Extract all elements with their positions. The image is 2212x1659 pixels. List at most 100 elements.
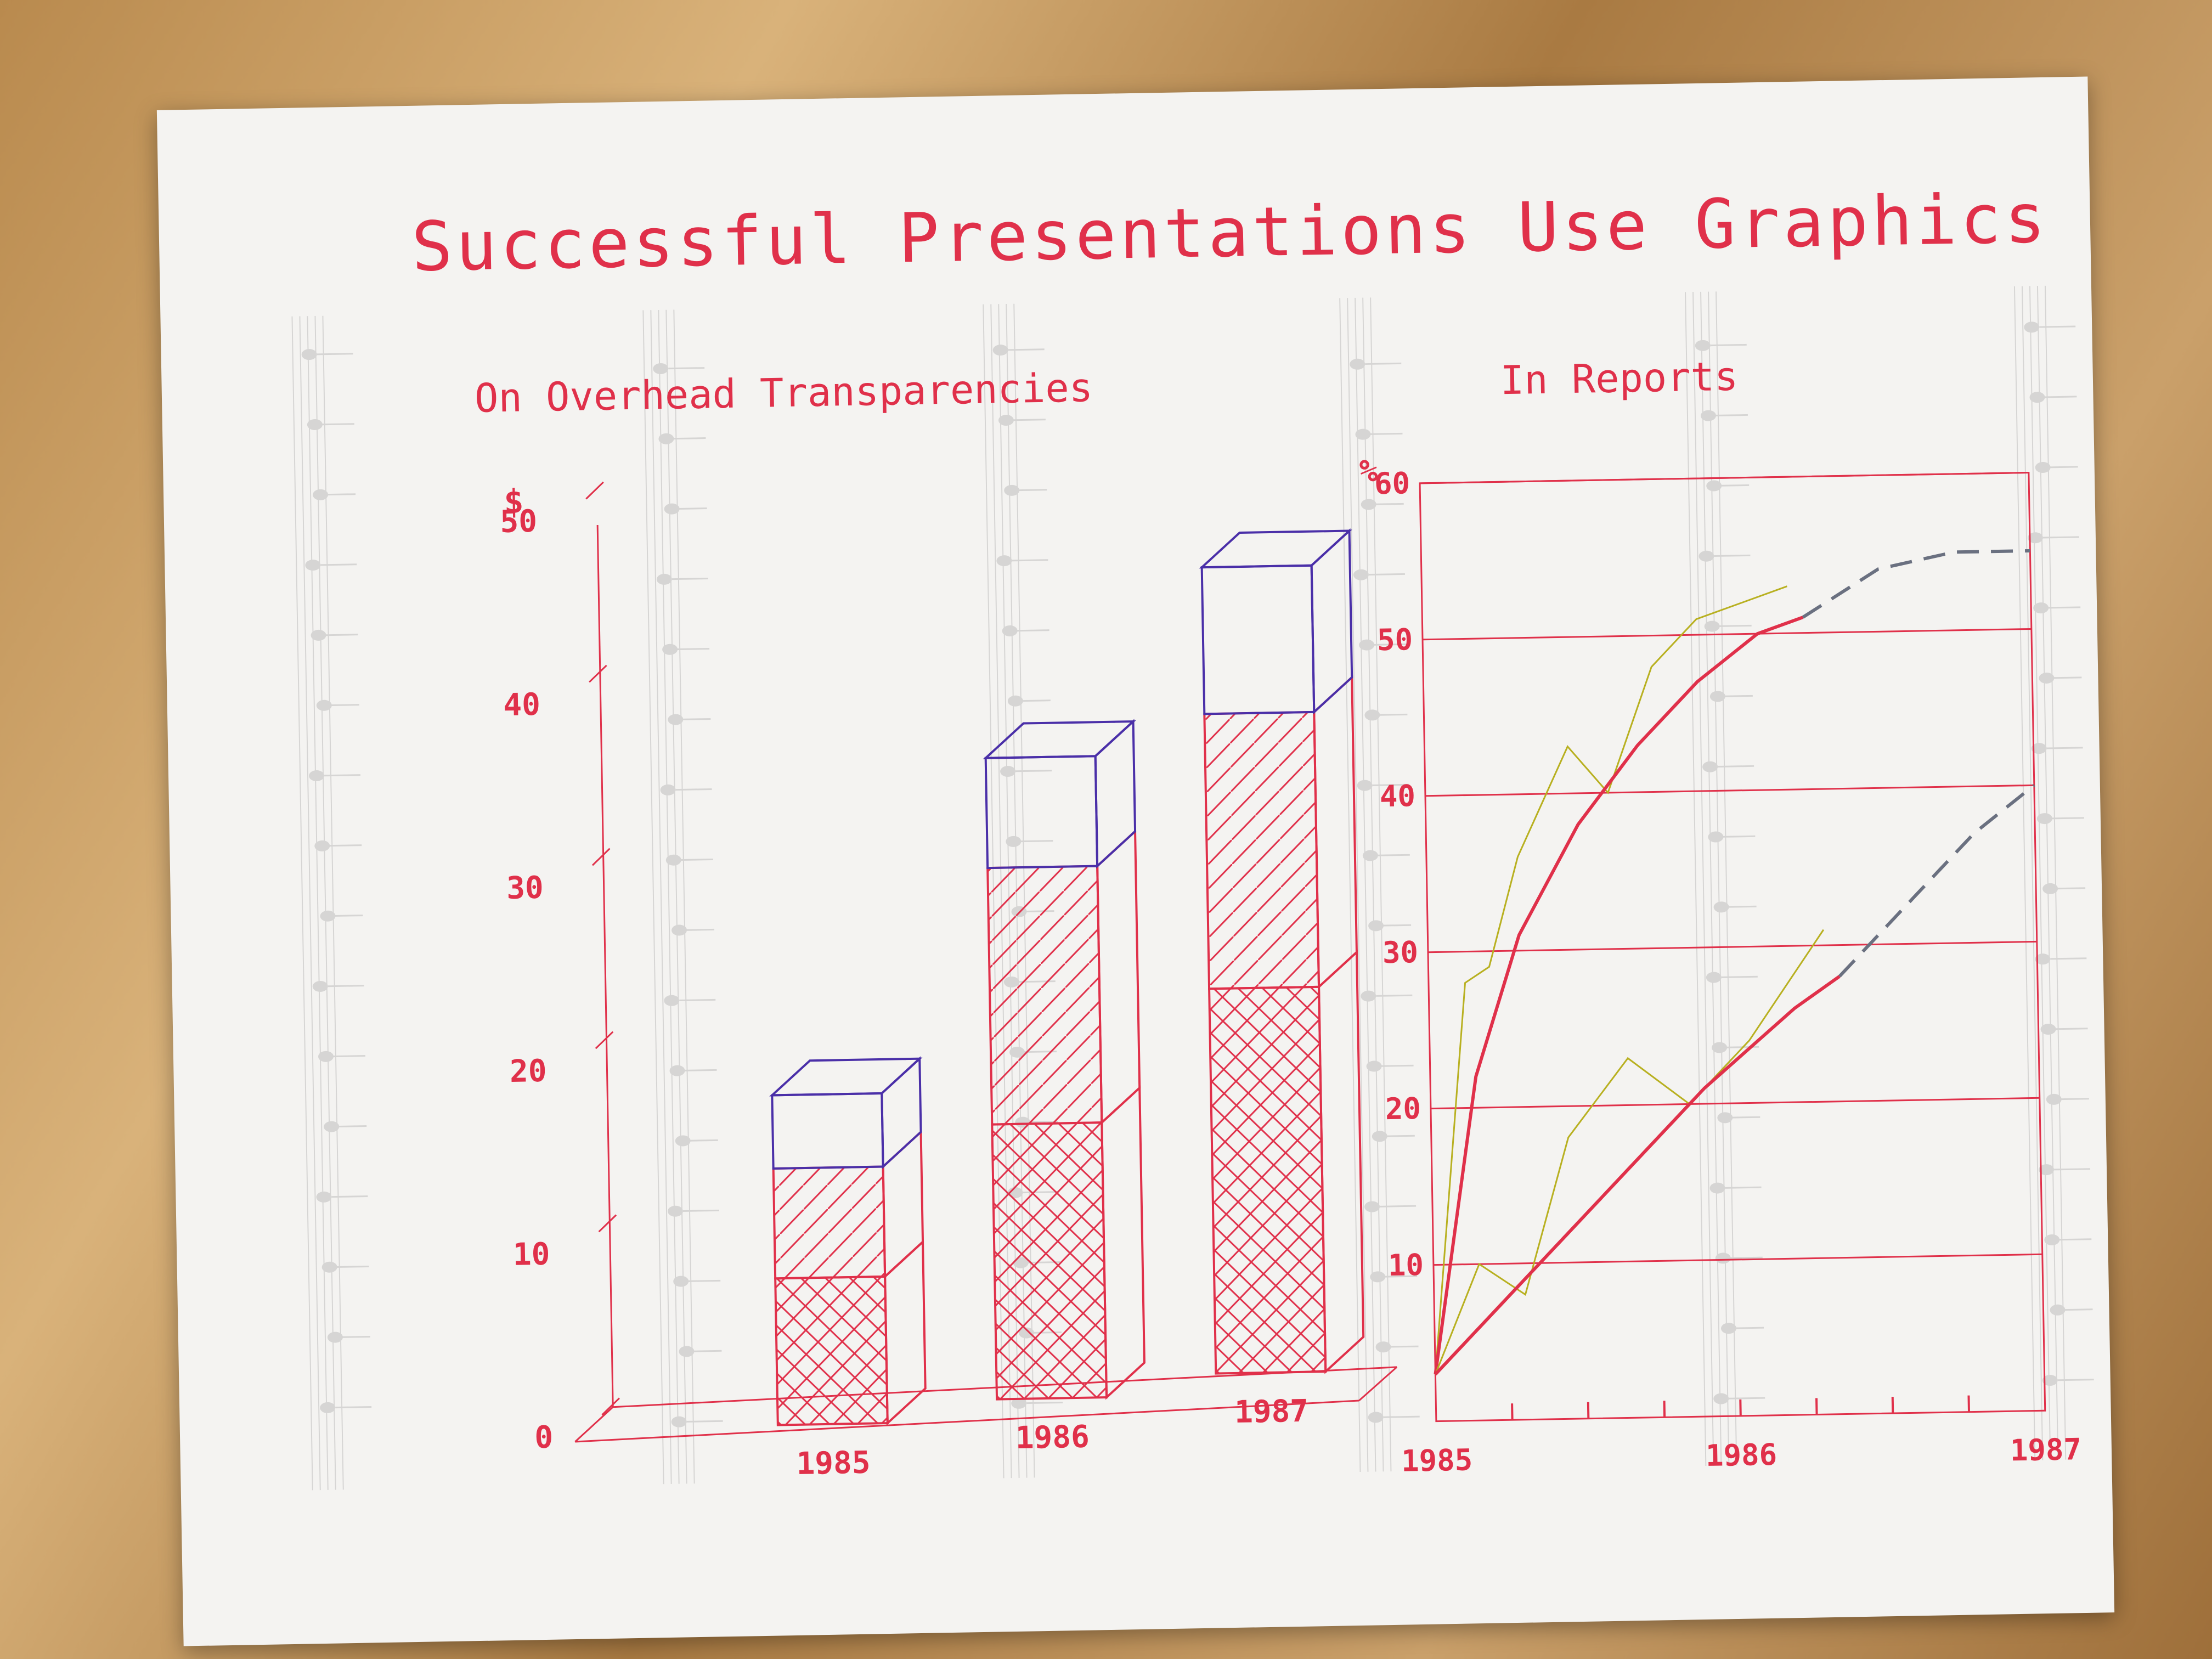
x-tick-label: 1986 bbox=[1015, 1419, 1090, 1456]
staff-line bbox=[1700, 291, 1722, 1466]
note-head bbox=[1362, 850, 1378, 861]
note-stem bbox=[1382, 1345, 1419, 1348]
note-head bbox=[1375, 1341, 1391, 1353]
page-title: Successful Presentations Use Graphics bbox=[411, 179, 2049, 287]
bar-segment bbox=[1208, 985, 1327, 1375]
note-stem bbox=[2054, 1168, 2091, 1171]
note-head bbox=[1706, 480, 1722, 492]
x-tick-mark bbox=[1815, 1398, 1818, 1415]
note-head bbox=[671, 1416, 687, 1427]
note-head bbox=[1699, 550, 1714, 562]
bar-side-face bbox=[882, 1129, 924, 1279]
staff-line bbox=[2021, 286, 2044, 1460]
note-stem bbox=[319, 493, 356, 496]
staff-line bbox=[322, 315, 344, 1490]
note-head bbox=[1713, 901, 1729, 913]
staff-line bbox=[1370, 297, 1392, 1472]
bar-side-face bbox=[884, 1239, 927, 1426]
background-sheet-music bbox=[291, 285, 2094, 1491]
note-head bbox=[2024, 321, 2040, 333]
series-line-raw bbox=[1435, 929, 1825, 1375]
grid-line bbox=[1427, 940, 2037, 953]
note-stem bbox=[678, 928, 715, 932]
note-head bbox=[1708, 831, 1724, 843]
note-head bbox=[1706, 972, 1722, 983]
y-tick-mark bbox=[585, 481, 604, 500]
note-stem bbox=[334, 1335, 370, 1339]
x-tick-label: 1987 bbox=[1234, 1393, 1309, 1430]
note-head bbox=[1000, 766, 1016, 777]
grid-line bbox=[1420, 471, 2029, 484]
note-head bbox=[665, 854, 681, 866]
note-stem bbox=[1366, 432, 1403, 436]
y-tick-label: 30 bbox=[1382, 935, 1418, 970]
note-head bbox=[668, 714, 684, 725]
note-head bbox=[318, 1051, 334, 1062]
note-stem bbox=[330, 1125, 367, 1128]
note-stem bbox=[324, 774, 361, 777]
note-head bbox=[2035, 462, 2051, 473]
note-stem bbox=[329, 1055, 366, 1058]
y-tick-label: 40 bbox=[503, 687, 541, 723]
y-tick-mark bbox=[601, 1397, 620, 1416]
note-stem bbox=[1381, 1275, 1418, 1278]
note-head bbox=[998, 414, 1014, 426]
grid-line bbox=[1430, 1097, 2040, 1110]
line-chart-series bbox=[1434, 549, 2035, 1376]
staff-line bbox=[642, 310, 664, 1485]
note-head bbox=[668, 1205, 684, 1217]
bar-segment bbox=[771, 1092, 884, 1170]
note-head bbox=[311, 629, 326, 641]
note-head bbox=[1004, 484, 1020, 496]
note-head bbox=[314, 840, 330, 851]
note-head bbox=[1359, 639, 1375, 651]
bar-segment bbox=[991, 1121, 1108, 1401]
note-head bbox=[1002, 625, 1018, 636]
bar-top-face bbox=[983, 720, 1136, 759]
note-stem bbox=[1715, 624, 1752, 627]
series-line-projection bbox=[1838, 784, 2035, 978]
note-head bbox=[305, 560, 321, 571]
staff-line bbox=[1685, 292, 1707, 1466]
bar-side-face bbox=[1101, 1085, 1146, 1400]
bar-chart-y-ticks: 0 10 20 30 40 50 bbox=[500, 481, 620, 1456]
note-stem bbox=[668, 367, 705, 370]
y-tick-label: 10 bbox=[1387, 1248, 1424, 1283]
line-chart: In Reports % 10 20 30 40 50 60 1985 1986 1987 bbox=[1359, 353, 2081, 1479]
bar-segment bbox=[772, 1165, 887, 1280]
note-head bbox=[1704, 620, 1720, 632]
note-stem bbox=[1720, 905, 1757, 908]
x-axis-depth bbox=[574, 1406, 614, 1443]
note-stem bbox=[1719, 835, 1756, 838]
note-stem bbox=[1724, 1116, 1760, 1119]
y-tick-label: 0 bbox=[534, 1420, 554, 1456]
note-head bbox=[662, 644, 678, 655]
note-stem bbox=[2055, 1238, 2092, 1241]
bar-side-face bbox=[1096, 828, 1141, 1125]
note-head bbox=[673, 1276, 689, 1287]
note-head bbox=[1368, 1412, 1384, 1423]
note-head bbox=[2046, 1093, 2062, 1105]
note-head bbox=[1353, 569, 1369, 580]
note-stem bbox=[669, 437, 706, 440]
x-axis-front bbox=[575, 1400, 1359, 1443]
note-head bbox=[996, 555, 1012, 567]
note-head bbox=[653, 363, 669, 374]
bar-chart: On Overhead Transparencies $ 0 10 20 30 40 50… bbox=[474, 364, 1398, 1482]
note-head bbox=[2042, 883, 2058, 894]
x-tick-mark bbox=[1967, 1395, 1970, 1412]
y-tick-label: 10 bbox=[512, 1237, 550, 1273]
staff-line bbox=[1708, 291, 1730, 1466]
note-stem bbox=[325, 844, 362, 847]
note-head bbox=[2039, 1164, 2055, 1176]
note-head bbox=[320, 910, 336, 922]
chart-canvas: Successful Presentations Use Graphics On… bbox=[291, 179, 2094, 1491]
staff-line bbox=[2036, 286, 2059, 1460]
note-stem bbox=[1371, 713, 1408, 716]
staff-line bbox=[1339, 298, 1361, 1472]
note-head bbox=[1700, 410, 1716, 421]
note-head bbox=[1007, 695, 1023, 707]
bar-segment bbox=[1200, 564, 1316, 715]
note-stem bbox=[682, 1209, 720, 1212]
bar-chart-bars bbox=[769, 528, 1365, 1426]
